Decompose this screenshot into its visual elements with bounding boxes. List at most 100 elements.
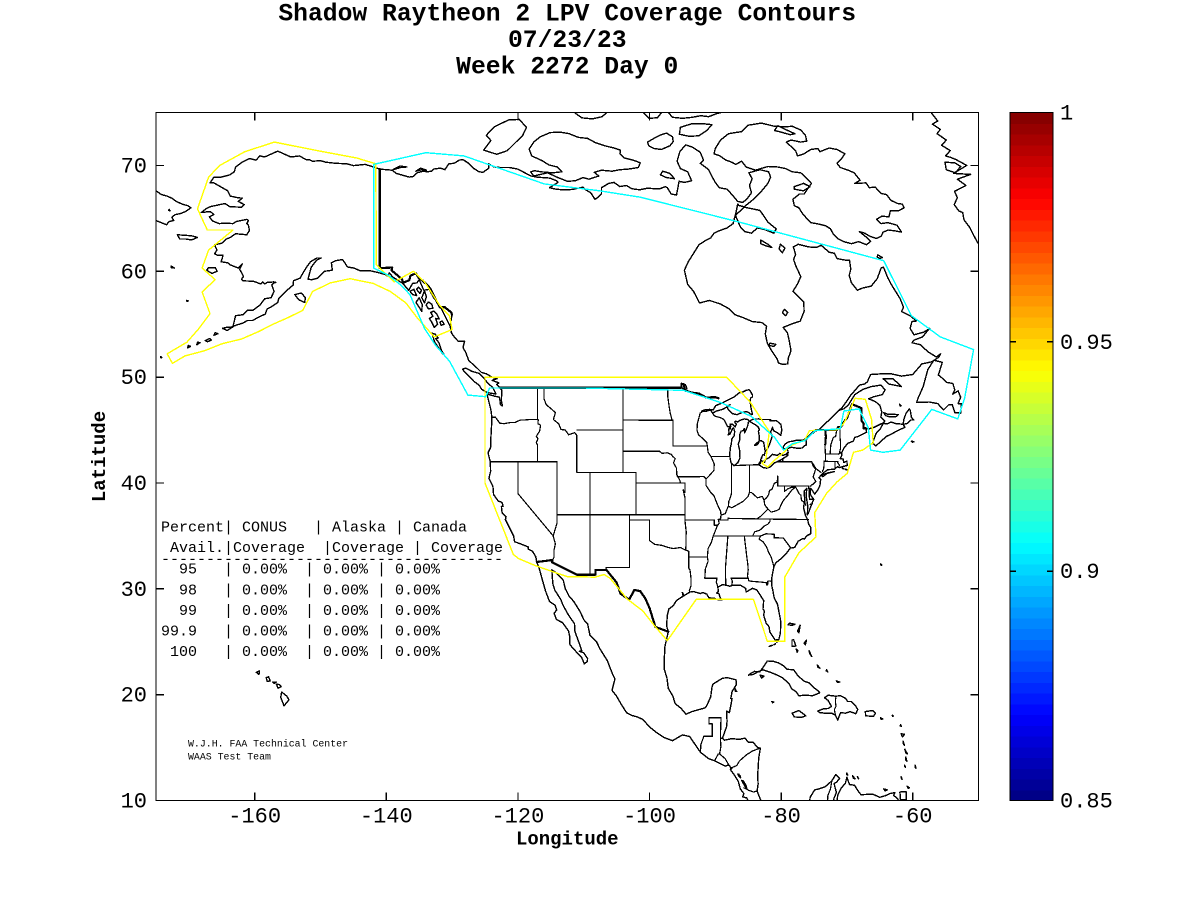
colorbar-band <box>1010 338 1053 350</box>
coastline <box>409 288 418 297</box>
coastline <box>795 648 799 653</box>
coastline <box>856 776 860 780</box>
coastline <box>880 563 883 567</box>
coastline <box>904 748 909 755</box>
x-tick-label: -140 <box>360 805 413 830</box>
state-border <box>648 519 687 551</box>
colorbar-band <box>1010 402 1053 415</box>
state-border <box>724 535 729 587</box>
coastline <box>678 122 713 137</box>
state-border <box>829 429 838 455</box>
colorbar-band <box>1010 585 1053 597</box>
colorbar-band <box>1010 424 1053 436</box>
coverage-contour-0.95 <box>484 376 874 643</box>
colorbar-band <box>1010 198 1053 210</box>
coastline <box>186 344 192 349</box>
coastline <box>793 182 811 192</box>
state-border <box>783 485 807 506</box>
colorbar-band <box>1010 209 1053 221</box>
coastline <box>646 132 674 151</box>
colorbar-band <box>1010 166 1053 178</box>
colorbar-band <box>1010 467 1053 479</box>
state-border <box>704 514 722 579</box>
state-border <box>552 461 558 537</box>
coastline <box>727 418 783 467</box>
plot-title-line2: 07/23/23 <box>508 27 627 55</box>
colorbar-band <box>1010 757 1053 769</box>
international-border <box>535 558 670 633</box>
colorbar-band <box>1010 381 1053 393</box>
footer-attribution-line1: W.J.H. FAA Technical Center <box>188 739 348 750</box>
coverage-contour-0.95 <box>166 141 453 365</box>
state-border <box>760 533 792 549</box>
state-border <box>748 580 773 586</box>
coastline <box>900 733 906 738</box>
colorbar-tick-label: 1 <box>1060 102 1073 127</box>
state-border <box>682 482 686 521</box>
coastline <box>808 650 813 658</box>
coastline <box>796 624 801 634</box>
colorbar-band <box>1010 725 1053 737</box>
country-border <box>718 753 730 766</box>
plot-title-line3: Week 2272 Day 0 <box>456 54 678 82</box>
colorbar-band <box>1010 187 1053 200</box>
coastline <box>882 378 903 388</box>
coastline <box>428 310 440 329</box>
colorbar-band <box>1010 671 1053 683</box>
coastline <box>816 664 821 669</box>
coastline <box>803 639 808 646</box>
country-border <box>729 747 762 769</box>
colorbar-band <box>1010 574 1053 587</box>
colorbar-band <box>1010 306 1053 318</box>
coastline <box>186 299 189 303</box>
map-layers <box>156 112 979 801</box>
coastline <box>449 325 750 801</box>
colorbar-band <box>1010 650 1053 662</box>
coverage-table-header: Avail.|Coverage |Coverage | Coverage <box>161 540 503 557</box>
state-border <box>809 503 814 506</box>
colorbar-band <box>1010 510 1053 522</box>
colorbar-band <box>1010 617 1053 630</box>
colorbar-band <box>1010 327 1053 339</box>
y-tick-label: 40 <box>121 472 147 497</box>
colorbar-band <box>1010 392 1053 404</box>
colorbar-band <box>1010 177 1053 189</box>
coastline <box>271 681 278 685</box>
coastline <box>294 292 307 304</box>
coastline <box>914 764 917 769</box>
coverage-table-row: 99.9 | 0.00% | 0.00% | 0.00% <box>161 624 441 641</box>
coastline <box>781 438 808 450</box>
coastline <box>528 131 641 182</box>
coastline <box>883 788 889 792</box>
state-border <box>704 577 719 588</box>
coastline <box>809 773 841 801</box>
state-border <box>752 535 762 540</box>
y-axis-label: Latitude <box>89 411 111 502</box>
coastline <box>573 112 608 120</box>
colorbar-band <box>1010 220 1053 232</box>
coastline <box>159 355 163 359</box>
state-border <box>718 517 758 521</box>
country-border <box>743 787 758 793</box>
country-border <box>826 780 833 801</box>
coastline <box>734 206 777 234</box>
state-border <box>551 535 557 561</box>
coastline <box>740 779 748 790</box>
colorbar-band <box>1010 123 1053 135</box>
colorbar-band <box>1010 789 1053 802</box>
state-border <box>720 475 779 516</box>
state-border <box>763 499 769 510</box>
colorbar-band <box>1010 413 1053 425</box>
state-border <box>808 485 811 500</box>
coastline <box>439 320 445 326</box>
coastline <box>835 680 841 684</box>
coverage-table-row: 99 | 0.00% | 0.00% | 0.00% <box>161 603 441 620</box>
state-border <box>684 519 718 526</box>
colorbar-band <box>1010 263 1053 275</box>
coastline <box>415 167 428 172</box>
coastline <box>824 428 827 446</box>
state-border <box>756 508 769 520</box>
coastline <box>221 326 234 332</box>
coastline <box>737 773 742 779</box>
